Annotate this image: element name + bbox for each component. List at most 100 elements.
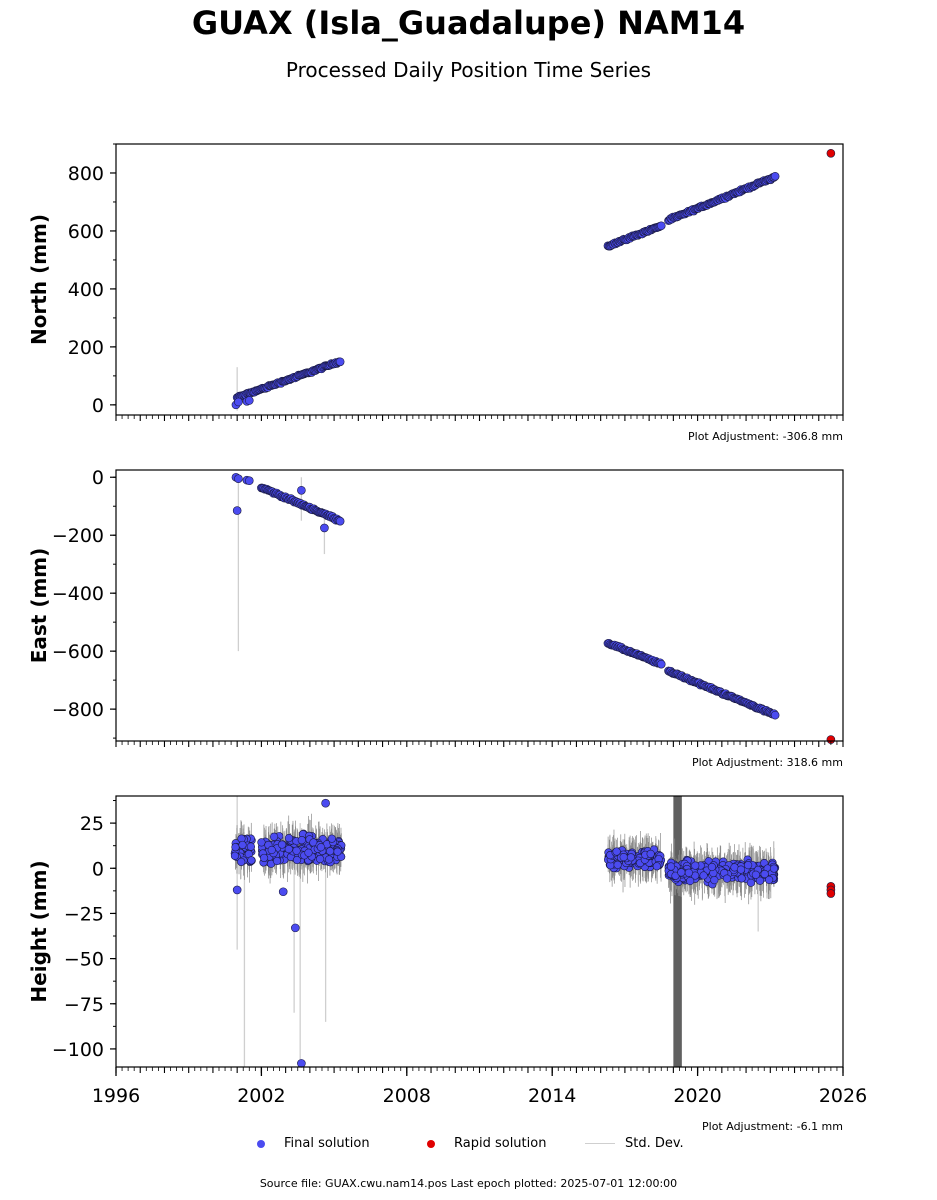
plot-adjustment-note: Plot Adjustment: 318.6 mm — [692, 756, 843, 769]
data-point — [707, 862, 717, 872]
panel-north: 0 200 400 600 800 North (mm) Plot Adjustment: … — [27, 143, 844, 443]
data-point — [613, 860, 622, 869]
x-tick-label: 1996 — [92, 1085, 140, 1107]
data-point — [230, 851, 240, 860]
data-point — [234, 474, 243, 483]
data-point — [335, 516, 345, 526]
data-point — [691, 861, 700, 870]
data-point — [259, 853, 269, 863]
data-point — [751, 870, 760, 879]
data-point — [320, 523, 329, 533]
y-tick-label: −600 — [52, 641, 104, 663]
data-point — [619, 853, 628, 862]
data-point — [656, 221, 666, 231]
y-axis-label: North (mm) — [27, 214, 51, 345]
plot-background — [116, 796, 843, 1067]
panel-height: 25 0 −25 −50 −75 −100 1996 2002 2008 2014 2020 2026… — [27, 795, 867, 1133]
y-axis-label: East (mm) — [27, 548, 51, 664]
data-point — [769, 864, 779, 873]
legend-item-final: Final solution — [240, 1136, 370, 1151]
data-point — [677, 868, 686, 877]
chart-title: GUAX (Isla_Guadalupe) NAM14 — [191, 4, 746, 42]
data-point — [826, 148, 836, 158]
x-tick-label: 2026 — [819, 1085, 867, 1107]
y-tick-label: −800 — [52, 699, 104, 721]
y-tick-label: −100 — [52, 1039, 104, 1061]
x-tick-label: 2020 — [673, 1085, 721, 1107]
y-tick-label: 0 — [92, 467, 104, 489]
y-tick-label: 200 — [68, 337, 104, 359]
data-point — [291, 923, 300, 933]
data-point — [325, 847, 335, 856]
legend-item-stddev: Std. Dev. — [585, 1136, 684, 1151]
data-point — [269, 832, 279, 841]
data-point — [244, 396, 254, 405]
data-point — [267, 845, 276, 855]
data-point — [316, 854, 325, 864]
data-point — [297, 485, 306, 495]
y-tick-label: −400 — [52, 583, 104, 605]
y-tick-label: 800 — [68, 163, 104, 185]
data-point — [244, 476, 254, 486]
data-point — [626, 853, 636, 862]
y-tick-label: −75 — [64, 994, 104, 1016]
data-point — [316, 843, 326, 852]
data-point — [710, 876, 719, 885]
chart-subtitle: Processed Daily Position Time Series — [285, 58, 652, 82]
x-tick-label: 2002 — [237, 1085, 285, 1107]
data-point — [699, 871, 708, 880]
data-point — [646, 849, 655, 858]
data-point — [292, 846, 301, 855]
data-point — [765, 875, 774, 885]
data-point — [736, 865, 746, 874]
data-point — [686, 876, 695, 886]
data-point — [652, 862, 661, 871]
y-tick-label: 25 — [80, 813, 104, 835]
data-point — [327, 834, 336, 843]
y-tick-label: −200 — [52, 525, 104, 547]
x-tick-label: 2008 — [383, 1085, 431, 1107]
y-tick-label: 0 — [92, 858, 104, 880]
std-dev-band — [673, 796, 682, 1067]
data-point — [826, 889, 836, 898]
source-note: Source file: GUAX.cwu.nam14.pos Last epo… — [259, 1177, 678, 1190]
y-tick-label: 0 — [92, 395, 104, 417]
plot-background — [116, 144, 843, 415]
y-tick-label: 400 — [68, 279, 104, 301]
x-tick-label: 2014 — [528, 1085, 576, 1107]
data-point — [324, 855, 334, 864]
data-point — [722, 874, 732, 883]
data-point — [247, 856, 256, 865]
data-point — [297, 836, 306, 845]
data-point — [612, 847, 621, 856]
data-point — [321, 798, 330, 808]
data-point — [232, 506, 242, 515]
data-point — [232, 885, 242, 895]
data-point — [292, 855, 302, 865]
data-point — [272, 856, 282, 866]
data-point — [335, 357, 345, 367]
data-point — [746, 878, 756, 887]
data-point — [297, 1059, 306, 1068]
data-point — [257, 838, 266, 847]
panel-east: 0 −200 −400 −600 −800 East (mm) Plot Adjustmen… — [27, 467, 844, 769]
data-point — [278, 887, 288, 897]
data-point — [684, 868, 693, 877]
data-point — [737, 874, 746, 883]
legend-item-rapid: Rapid solution — [410, 1136, 546, 1151]
data-point — [755, 876, 765, 885]
legend-marker-rapid — [427, 1139, 435, 1148]
y-tick-label: −25 — [64, 903, 104, 925]
y-tick-label: 600 — [68, 221, 104, 243]
plot-adjustment-note: Plot Adjustment: -306.8 mm — [688, 430, 843, 443]
data-point — [284, 845, 293, 854]
legend-label-stddev: Std. Dev. — [625, 1136, 684, 1151]
data-point — [770, 171, 780, 181]
data-point — [238, 840, 247, 850]
data-point — [744, 861, 753, 870]
legend-marker-stddev — [585, 1143, 615, 1144]
data-point — [333, 847, 342, 856]
legend: Final solution Rapid solution Std. Dev. — [240, 1136, 760, 1158]
legend-marker-final — [257, 1139, 265, 1148]
